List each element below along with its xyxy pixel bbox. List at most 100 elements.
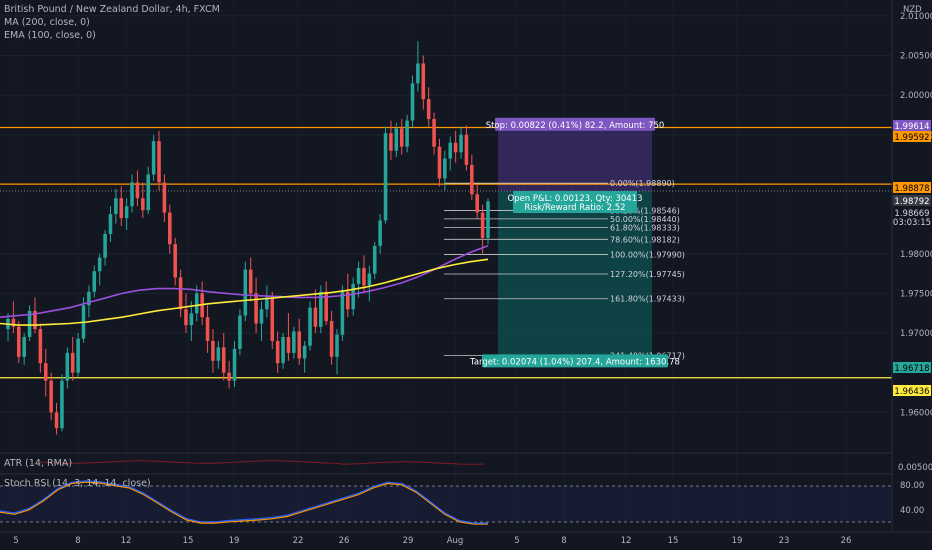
candle-body [324, 291, 328, 322]
ema100-line [0, 258, 489, 326]
candle-body [232, 348, 237, 381]
candle-body [416, 63, 420, 84]
currency-label[interactable]: NZD [903, 5, 922, 15]
candle-body [205, 317, 210, 341]
price-tick-label: 2.00000 [900, 91, 932, 101]
price-axis-bg [892, 0, 932, 550]
fib-level-label: 127.20%(1.97745) [610, 270, 685, 279]
target-label-text: Target: 0.02074 (1.04%) 207.4, Amount: 1… [469, 357, 680, 367]
candle-body [60, 380, 64, 429]
stop-zone [498, 125, 652, 191]
position-zones [498, 125, 652, 356]
candle-body [302, 345, 307, 359]
candle-body [248, 269, 253, 294]
position-labels[interactable]: Stop: 0.00822 (0.41%) 82.2, Amount: 750 T… [469, 117, 680, 368]
price-tag-bg [893, 207, 931, 218]
pnl-label[interactable]: Open P&L: 0.00123, Qty: 30413Risk/Reward… [507, 191, 643, 213]
time-tick-label: 8 [561, 536, 566, 546]
ema-legend[interactable]: EMA (100, close, 0) [4, 30, 96, 41]
candle-body [345, 291, 350, 310]
price-tag-bg [893, 362, 931, 373]
candle-body [254, 293, 258, 324]
pnl-label-bg [513, 191, 637, 213]
candle-body [162, 182, 167, 213]
candle-body [470, 164, 474, 195]
target-label[interactable]: Target: 0.02074 (1.04%) 207.4, Amount: 1… [469, 354, 680, 368]
candle-body [97, 257, 102, 272]
stoch-k-line [0, 480, 488, 524]
pnl-line-1: Open P&L: 0.00123, Qty: 30413 [507, 194, 642, 204]
candle-body [313, 307, 318, 327]
price-axis[interactable]: 2.010002.005002.000001.995001.980001.975… [891, 0, 932, 550]
price-tag-label: 1.96718 [894, 364, 929, 374]
ma-legend[interactable]: MA (200, close, 0) [4, 17, 90, 28]
candle-body [189, 313, 194, 326]
moving-averages [0, 245, 489, 326]
candle-body [448, 142, 453, 159]
candle-body [394, 128, 399, 151]
fib-level-label: 0.00%(1.98890) [610, 179, 675, 188]
stoch-d-line [0, 481, 488, 525]
stop-label-bg [495, 117, 655, 131]
price-tag-bg [893, 195, 931, 206]
candle-body [17, 326, 21, 357]
atr-legend[interactable]: ATR (14, RMA) [4, 458, 73, 469]
candle-body [383, 133, 388, 221]
candle-body [356, 268, 361, 284]
price-tick-label: 1.97000 [900, 329, 932, 339]
price-tag-label: 1.99614 [894, 122, 929, 132]
candle-body [389, 133, 393, 151]
price-tick-label: 1.97500 [900, 289, 932, 299]
candle-body [114, 198, 118, 215]
candle-body [87, 291, 91, 306]
price-tag-bg [893, 385, 931, 396]
candle-body [92, 271, 97, 292]
time-tick-label: 23 [779, 536, 790, 546]
candle-body [486, 201, 490, 238]
ma200-line [0, 245, 489, 318]
time-tick-label: 26 [339, 536, 350, 546]
candle-body [11, 318, 16, 327]
price-tag-label: 1.99592 [894, 133, 929, 143]
time-tick-label: 26 [841, 536, 852, 546]
time-tick-label: 15 [668, 536, 679, 546]
candle-body [221, 347, 226, 373]
price-tag-bg [893, 182, 931, 193]
candle-body [459, 134, 463, 153]
candle-body [453, 142, 458, 153]
fib-level-label: 161.80%(1.97433) [610, 295, 685, 304]
time-tick-label: 19 [732, 536, 743, 546]
symbol-title[interactable]: British Pound / New Zealand Dollar, 4h, … [4, 4, 220, 15]
candle-body [464, 134, 469, 165]
time-tick-label: 5 [13, 536, 18, 546]
candle-body [265, 297, 269, 310]
price-tag-label: 1.98669 [894, 209, 929, 219]
candle-body [22, 337, 26, 357]
stop-label[interactable]: Stop: 0.00822 (0.41%) 82.2, Amount: 750 [486, 117, 665, 131]
stop-label-text: Stop: 0.00822 (0.41%) 82.2, Amount: 750 [486, 121, 665, 131]
price-tick-label: 2.01000 [900, 12, 932, 22]
candle-body [141, 198, 145, 211]
candle-body [151, 141, 156, 175]
time-axis[interactable]: 5 8 12 15 19 22 26 29 Aug 5 8 12 15 19 23 26 [0, 531, 932, 546]
candle-body [54, 412, 59, 429]
candle-body [178, 277, 183, 310]
price-tag-label: 1.96436 [894, 387, 929, 397]
fib-level-label: 38.20%(1.98546) [610, 206, 680, 215]
price-tag-bg [893, 216, 931, 227]
atr-value-label: 0.00500 [898, 463, 932, 473]
price-tag-label: 03:03:15 [893, 218, 931, 228]
candle-body [65, 352, 70, 381]
candle-body [372, 245, 377, 274]
time-tick-label: 12 [121, 536, 132, 546]
stoch-legend[interactable]: Stoch RSI (14, 3, 14, 14, close) [4, 478, 151, 489]
price-tick-label: 1.96000 [900, 408, 932, 418]
candle-body [243, 269, 248, 316]
candle-body [308, 307, 312, 346]
time-tick-label: Aug [447, 536, 464, 546]
candle-body [49, 380, 53, 413]
candle-body [168, 212, 172, 245]
candle-body [119, 198, 124, 219]
candle-body [432, 118, 436, 147]
